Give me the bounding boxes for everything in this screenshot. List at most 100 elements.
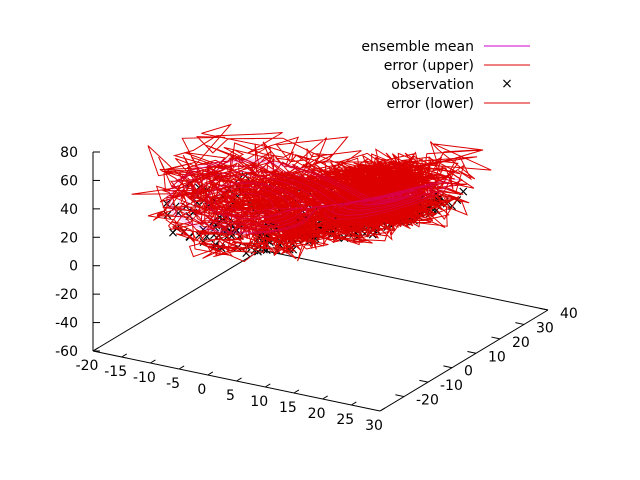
series-line bbox=[131, 123, 492, 238]
x-tick-label: 0 bbox=[197, 382, 206, 398]
observation-point: × bbox=[240, 246, 252, 262]
observation-point: × bbox=[273, 202, 285, 218]
z-ticks: 80 60 40 20 0 -20 -40 -60 bbox=[55, 145, 100, 360]
observation-point: × bbox=[350, 225, 362, 241]
series-line bbox=[166, 158, 460, 235]
y-axis-back-line bbox=[92, 249, 262, 352]
x-tick-label: 25 bbox=[336, 412, 354, 428]
observation-point: × bbox=[359, 226, 371, 242]
observation-point: × bbox=[211, 218, 223, 234]
x-axis-back-line bbox=[260, 249, 549, 311]
observation-point: × bbox=[234, 229, 246, 245]
observation-point: × bbox=[330, 210, 342, 226]
observation-point: × bbox=[216, 240, 228, 256]
y-tick-label: 40 bbox=[560, 306, 578, 322]
x-tick-mark bbox=[236, 377, 242, 382]
observation-point: × bbox=[201, 229, 213, 245]
x-tick-label: -15 bbox=[104, 364, 127, 380]
legend: ensemble mean error (upper) observation × er… bbox=[361, 39, 530, 112]
legend-marker: × bbox=[501, 76, 513, 92]
observation-point: × bbox=[167, 225, 179, 241]
observation-point: × bbox=[249, 243, 261, 259]
x-tick-mark bbox=[322, 395, 328, 400]
legend-label: error (upper) bbox=[384, 58, 474, 74]
observation-point: × bbox=[430, 203, 442, 219]
x-ticks: -20 -15 -10 -5 0 5 10 15 20 25 30 bbox=[76, 347, 386, 434]
x-tick-label: 15 bbox=[279, 400, 297, 416]
observation-point: × bbox=[430, 186, 442, 202]
z-tick-label: 0 bbox=[69, 259, 78, 275]
x-tick-label: 30 bbox=[365, 418, 383, 434]
z-tick-label: -40 bbox=[55, 316, 78, 332]
y-axis-line bbox=[379, 309, 549, 412]
x-tick-label: -5 bbox=[166, 376, 180, 392]
z-tick-label: 60 bbox=[60, 173, 78, 189]
y-ticks: -20-100 10 20 30 40 bbox=[395, 306, 578, 409]
y-tick-mark bbox=[443, 365, 453, 369]
axes-box bbox=[92, 152, 549, 412]
observation-point: × bbox=[264, 234, 276, 250]
y-tick-label: -10 bbox=[440, 378, 463, 394]
observation-point: × bbox=[219, 224, 231, 240]
observation-point: × bbox=[351, 230, 363, 246]
y-tick-mark bbox=[467, 350, 477, 354]
observation-point: × bbox=[254, 227, 266, 243]
y-tick-mark bbox=[395, 394, 405, 398]
observation-point: × bbox=[224, 223, 236, 239]
observation-point: × bbox=[162, 208, 174, 224]
x-tick-label: -20 bbox=[76, 358, 99, 374]
observation-point: × bbox=[172, 205, 184, 221]
observation-point: × bbox=[427, 203, 439, 219]
x-tick-mark bbox=[351, 401, 357, 406]
observation-point: × bbox=[309, 231, 321, 247]
z-tick-label: -60 bbox=[55, 344, 78, 360]
observation-point: × bbox=[297, 228, 309, 244]
x-tick-mark bbox=[293, 389, 300, 394]
y-tick-label: -20 bbox=[416, 393, 439, 409]
x-tick-label: 20 bbox=[308, 406, 326, 422]
legend-label: ensemble mean bbox=[361, 39, 474, 55]
observation-point: × bbox=[248, 197, 260, 213]
series-line bbox=[147, 155, 470, 263]
x-tick-mark bbox=[379, 407, 386, 412]
y-tick-mark bbox=[515, 322, 525, 325]
observation-point: × bbox=[327, 218, 339, 234]
observation-point: × bbox=[187, 205, 199, 221]
x-tick-label: 10 bbox=[250, 394, 268, 410]
x-tick-label: 5 bbox=[226, 388, 235, 404]
observation-point: × bbox=[217, 212, 229, 228]
y-tick-label: 10 bbox=[488, 349, 506, 365]
observation-point: × bbox=[252, 244, 264, 260]
z-tick-label: -20 bbox=[55, 287, 78, 303]
observation-point: × bbox=[258, 242, 270, 258]
observation-point: × bbox=[261, 242, 273, 258]
z-tick-label: 80 bbox=[60, 145, 78, 161]
x-tick-mark bbox=[150, 359, 156, 364]
y-tick-label: 0 bbox=[464, 364, 473, 380]
observation-point: × bbox=[260, 217, 272, 233]
y-tick-label: 30 bbox=[536, 320, 554, 336]
x-tick-mark bbox=[207, 371, 214, 376]
y-tick-mark bbox=[539, 307, 549, 311]
observation-point: × bbox=[274, 237, 286, 253]
legend-label: error (lower) bbox=[386, 96, 474, 112]
observation-point: × bbox=[235, 218, 247, 234]
y-tick-label: 20 bbox=[512, 335, 530, 351]
observation-point: × bbox=[208, 227, 220, 243]
legend-label: observation bbox=[391, 77, 474, 93]
z-tick-label: 40 bbox=[60, 202, 78, 218]
observation-point: × bbox=[326, 223, 338, 239]
x-tick-mark bbox=[264, 383, 271, 388]
x-tick-mark bbox=[178, 365, 185, 370]
z-tick-label: 20 bbox=[60, 230, 78, 246]
x-tick-mark bbox=[92, 347, 99, 352]
observation-point: × bbox=[193, 227, 205, 243]
observation-point: × bbox=[191, 195, 203, 211]
y-tick-mark bbox=[491, 336, 501, 340]
observation-point: × bbox=[224, 198, 236, 214]
observation-point: × bbox=[441, 196, 453, 212]
x-tick-label: -10 bbox=[133, 370, 156, 386]
data-layer: ×××××××× ××× ××××××××××××××××××××× ×××× ××××… bbox=[131, 123, 492, 263]
observation-point: × bbox=[457, 184, 469, 200]
